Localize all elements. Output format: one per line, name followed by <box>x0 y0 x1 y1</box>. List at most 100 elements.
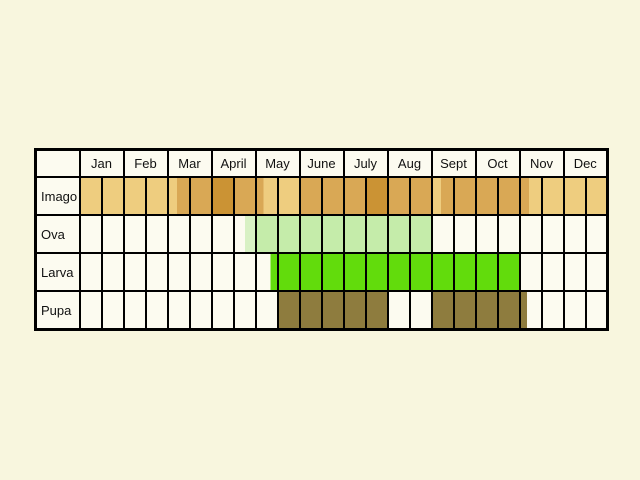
cell-pupa-12 <box>342 290 367 331</box>
cell-ova-17 <box>452 214 477 254</box>
phenology-table: Jan Feb Mar April May June July Aug Sept Oct Nov De… <box>34 148 609 331</box>
month-header-row: Jan Feb Mar April May June July Aug Sept Oct Nov De… <box>34 148 609 178</box>
cell-ova-23 <box>584 214 609 254</box>
cell-pupa-9 <box>276 290 301 331</box>
cell-ova-15 <box>408 214 433 254</box>
month-header-sept: Sept <box>430 148 477 178</box>
cell-larva-3 <box>144 252 169 292</box>
month-header-aug: Aug <box>386 148 433 178</box>
cell-imago-8 <box>254 176 279 216</box>
cell-ova-19 <box>496 214 521 254</box>
cell-imago-19 <box>496 176 521 216</box>
cell-pupa-4 <box>166 290 191 331</box>
cell-ova-9 <box>276 214 301 254</box>
cell-ova-12 <box>342 214 367 254</box>
month-header-april: April <box>210 148 257 178</box>
row-label-pupa: Pupa <box>34 290 81 331</box>
phenology-chart: Jan Feb Mar April May June July Aug Sept Oct Nov De… <box>34 148 609 331</box>
cell-ova-4 <box>166 214 191 254</box>
cell-pupa-3 <box>144 290 169 331</box>
cell-larva-2 <box>122 252 147 292</box>
cell-pupa-20 <box>518 290 543 331</box>
cell-larva-4 <box>166 252 191 292</box>
month-header-oct: Oct <box>474 148 521 178</box>
cell-pupa-8 <box>254 290 279 331</box>
cell-imago-14 <box>386 176 411 216</box>
cell-imago-7 <box>232 176 257 216</box>
cell-larva-15 <box>408 252 433 292</box>
cell-ova-18 <box>474 214 499 254</box>
stage-row-larva: Larva <box>34 252 609 292</box>
cell-pupa-19 <box>496 290 521 331</box>
month-header-july: July <box>342 148 389 178</box>
cell-larva-1 <box>100 252 125 292</box>
cell-pupa-16 <box>430 290 455 331</box>
cell-pupa-10 <box>298 290 323 331</box>
cell-ova-1 <box>100 214 125 254</box>
cell-larva-6 <box>210 252 235 292</box>
month-header-june: June <box>298 148 345 178</box>
corner-cell <box>34 148 81 178</box>
cell-ova-3 <box>144 214 169 254</box>
cell-ova-11 <box>320 214 345 254</box>
cell-imago-1 <box>100 176 125 216</box>
cell-larva-13 <box>364 252 389 292</box>
cell-ova-13 <box>364 214 389 254</box>
cell-larva-16 <box>430 252 455 292</box>
cell-pupa-23 <box>584 290 609 331</box>
cell-imago-15 <box>408 176 433 216</box>
cell-pupa-6 <box>210 290 235 331</box>
cell-larva-20 <box>518 252 543 292</box>
cell-imago-13 <box>364 176 389 216</box>
cell-pupa-21 <box>540 290 565 331</box>
cell-imago-3 <box>144 176 169 216</box>
cell-imago-0 <box>78 176 103 216</box>
month-header-feb: Feb <box>122 148 169 178</box>
cell-larva-21 <box>540 252 565 292</box>
cell-larva-14 <box>386 252 411 292</box>
cell-imago-5 <box>188 176 213 216</box>
cell-imago-16 <box>430 176 455 216</box>
month-header-nov: Nov <box>518 148 565 178</box>
cell-pupa-0 <box>78 290 103 331</box>
cell-pupa-13 <box>364 290 389 331</box>
cell-larva-23 <box>584 252 609 292</box>
cell-larva-7 <box>232 252 257 292</box>
cell-ova-21 <box>540 214 565 254</box>
cell-imago-10 <box>298 176 323 216</box>
cell-imago-6 <box>210 176 235 216</box>
cell-ova-8 <box>254 214 279 254</box>
cell-ova-0 <box>78 214 103 254</box>
cell-pupa-22 <box>562 290 587 331</box>
cell-pupa-5 <box>188 290 213 331</box>
cell-imago-20 <box>518 176 543 216</box>
row-label-ova: Ova <box>34 214 81 254</box>
cell-larva-17 <box>452 252 477 292</box>
month-header-jan: Jan <box>78 148 125 178</box>
cell-pupa-11 <box>320 290 345 331</box>
cell-imago-23 <box>584 176 609 216</box>
cell-imago-9 <box>276 176 301 216</box>
cell-larva-0 <box>78 252 103 292</box>
cell-pupa-2 <box>122 290 147 331</box>
cell-imago-21 <box>540 176 565 216</box>
cell-larva-11 <box>320 252 345 292</box>
cell-pupa-15 <box>408 290 433 331</box>
cell-larva-8 <box>254 252 279 292</box>
cell-imago-18 <box>474 176 499 216</box>
cell-larva-19 <box>496 252 521 292</box>
cell-imago-17 <box>452 176 477 216</box>
cell-larva-22 <box>562 252 587 292</box>
cell-pupa-17 <box>452 290 477 331</box>
row-label-imago: Imago <box>34 176 81 216</box>
cell-ova-14 <box>386 214 411 254</box>
cell-ova-6 <box>210 214 235 254</box>
month-header-dec: Dec <box>562 148 609 178</box>
cell-pupa-1 <box>100 290 125 331</box>
cell-imago-4 <box>166 176 191 216</box>
cell-ova-22 <box>562 214 587 254</box>
cell-larva-9 <box>276 252 301 292</box>
cell-ova-7 <box>232 214 257 254</box>
cell-ova-10 <box>298 214 323 254</box>
stage-row-pupa: Pupa <box>34 290 609 331</box>
